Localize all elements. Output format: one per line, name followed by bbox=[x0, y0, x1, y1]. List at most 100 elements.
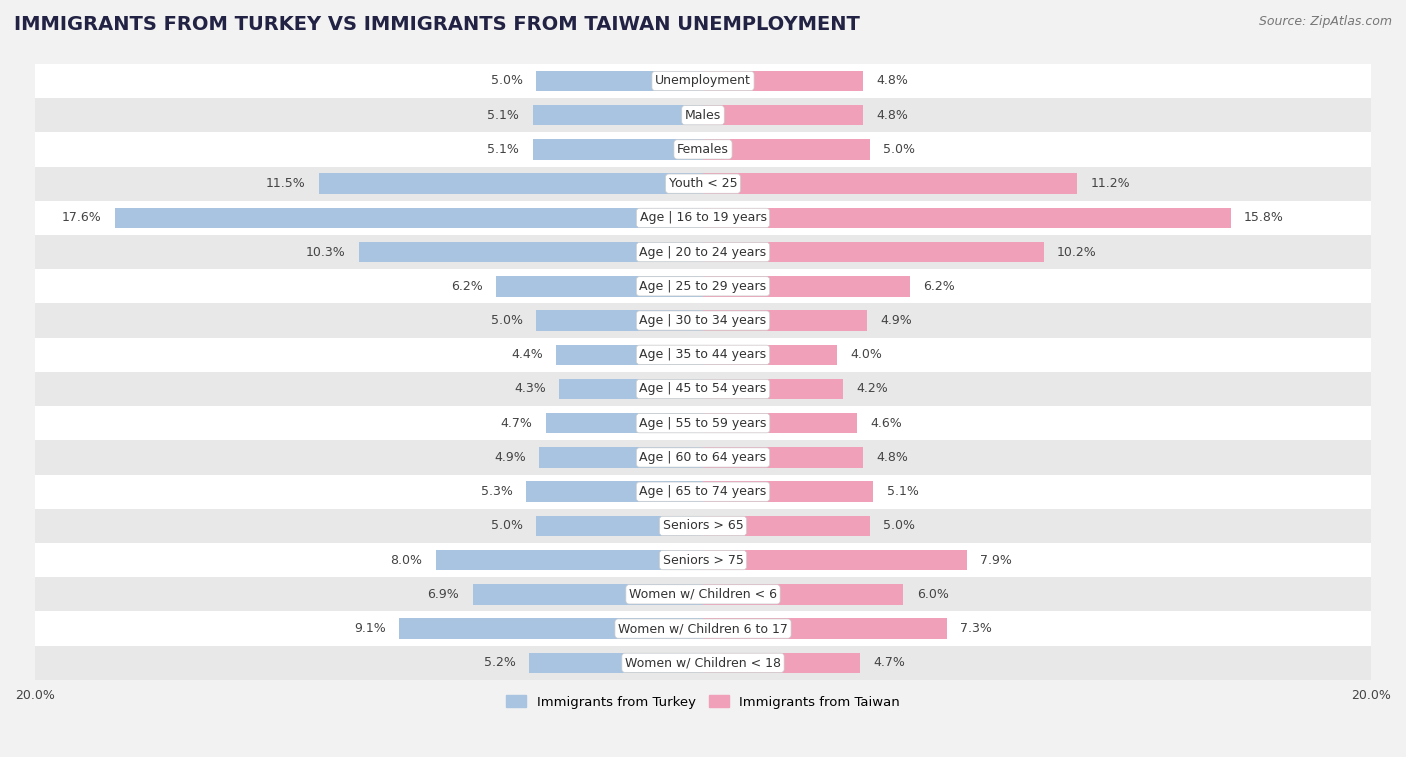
Text: 4.7%: 4.7% bbox=[501, 416, 533, 430]
Bar bbox=[536, 310, 703, 331]
Text: 4.7%: 4.7% bbox=[873, 656, 905, 669]
Bar bbox=[536, 516, 703, 536]
Text: Source: ZipAtlas.com: Source: ZipAtlas.com bbox=[1258, 15, 1392, 28]
Bar bbox=[496, 276, 703, 297]
Bar bbox=[35, 269, 1371, 304]
Text: Females: Females bbox=[678, 143, 728, 156]
Text: 4.2%: 4.2% bbox=[856, 382, 889, 395]
Text: Age | 16 to 19 years: Age | 16 to 19 years bbox=[640, 211, 766, 224]
Text: Unemployment: Unemployment bbox=[655, 74, 751, 88]
Bar bbox=[35, 372, 1371, 406]
Text: 5.2%: 5.2% bbox=[484, 656, 516, 669]
Text: Seniors > 75: Seniors > 75 bbox=[662, 553, 744, 567]
Text: 5.0%: 5.0% bbox=[883, 519, 915, 532]
Bar bbox=[703, 378, 844, 399]
Text: 5.3%: 5.3% bbox=[481, 485, 513, 498]
Bar bbox=[399, 618, 703, 639]
Bar bbox=[703, 276, 910, 297]
Text: 8.0%: 8.0% bbox=[391, 553, 422, 567]
Text: IMMIGRANTS FROM TURKEY VS IMMIGRANTS FROM TAIWAN UNEMPLOYMENT: IMMIGRANTS FROM TURKEY VS IMMIGRANTS FRO… bbox=[14, 15, 860, 34]
Text: Age | 35 to 44 years: Age | 35 to 44 years bbox=[640, 348, 766, 361]
Text: 4.4%: 4.4% bbox=[510, 348, 543, 361]
Bar bbox=[436, 550, 703, 570]
Bar bbox=[35, 235, 1371, 269]
Text: 4.8%: 4.8% bbox=[877, 74, 908, 88]
Text: Seniors > 65: Seniors > 65 bbox=[662, 519, 744, 532]
Bar bbox=[555, 344, 703, 365]
Text: Age | 45 to 54 years: Age | 45 to 54 years bbox=[640, 382, 766, 395]
Text: Males: Males bbox=[685, 109, 721, 122]
Bar bbox=[546, 413, 703, 434]
Bar bbox=[115, 207, 703, 228]
Bar bbox=[35, 509, 1371, 543]
Bar bbox=[35, 543, 1371, 578]
Bar bbox=[703, 447, 863, 468]
Text: 11.2%: 11.2% bbox=[1091, 177, 1130, 190]
Bar bbox=[35, 304, 1371, 338]
Text: 11.5%: 11.5% bbox=[266, 177, 305, 190]
Bar bbox=[703, 139, 870, 160]
Text: Age | 25 to 29 years: Age | 25 to 29 years bbox=[640, 280, 766, 293]
Text: 9.1%: 9.1% bbox=[354, 622, 385, 635]
Bar bbox=[35, 64, 1371, 98]
Text: 10.3%: 10.3% bbox=[307, 245, 346, 259]
Text: 5.1%: 5.1% bbox=[488, 109, 519, 122]
Bar bbox=[526, 481, 703, 502]
Text: Youth < 25: Youth < 25 bbox=[669, 177, 737, 190]
Text: 4.6%: 4.6% bbox=[870, 416, 901, 430]
Legend: Immigrants from Turkey, Immigrants from Taiwan: Immigrants from Turkey, Immigrants from … bbox=[501, 690, 905, 714]
Bar bbox=[319, 173, 703, 194]
Bar bbox=[35, 475, 1371, 509]
Text: 17.6%: 17.6% bbox=[62, 211, 101, 224]
Text: 5.1%: 5.1% bbox=[488, 143, 519, 156]
Bar bbox=[703, 241, 1043, 263]
Bar bbox=[35, 578, 1371, 612]
Text: Age | 60 to 64 years: Age | 60 to 64 years bbox=[640, 451, 766, 464]
Bar bbox=[35, 201, 1371, 235]
Bar bbox=[35, 406, 1371, 441]
Text: Women w/ Children 6 to 17: Women w/ Children 6 to 17 bbox=[619, 622, 787, 635]
Text: 15.8%: 15.8% bbox=[1244, 211, 1284, 224]
Text: 4.8%: 4.8% bbox=[877, 109, 908, 122]
Text: 10.2%: 10.2% bbox=[1057, 245, 1097, 259]
Bar bbox=[703, 173, 1077, 194]
Bar bbox=[703, 516, 870, 536]
Bar bbox=[703, 413, 856, 434]
Bar bbox=[703, 207, 1230, 228]
Bar bbox=[359, 241, 703, 263]
Text: 5.0%: 5.0% bbox=[491, 314, 523, 327]
Text: Age | 65 to 74 years: Age | 65 to 74 years bbox=[640, 485, 766, 498]
Bar bbox=[703, 481, 873, 502]
Bar bbox=[35, 338, 1371, 372]
Text: 5.0%: 5.0% bbox=[491, 519, 523, 532]
Bar bbox=[35, 132, 1371, 167]
Text: 4.9%: 4.9% bbox=[495, 451, 526, 464]
Bar bbox=[703, 310, 866, 331]
Bar bbox=[703, 344, 837, 365]
Bar bbox=[35, 167, 1371, 201]
Bar bbox=[540, 447, 703, 468]
Text: Women w/ Children < 6: Women w/ Children < 6 bbox=[628, 588, 778, 601]
Text: 4.9%: 4.9% bbox=[880, 314, 911, 327]
Bar bbox=[703, 70, 863, 92]
Text: 6.2%: 6.2% bbox=[451, 280, 482, 293]
Text: 5.0%: 5.0% bbox=[491, 74, 523, 88]
Bar bbox=[472, 584, 703, 605]
Text: 7.3%: 7.3% bbox=[960, 622, 993, 635]
Text: 6.9%: 6.9% bbox=[427, 588, 460, 601]
Bar bbox=[533, 105, 703, 126]
Text: 4.8%: 4.8% bbox=[877, 451, 908, 464]
Bar bbox=[703, 105, 863, 126]
Text: Age | 30 to 34 years: Age | 30 to 34 years bbox=[640, 314, 766, 327]
Text: 5.0%: 5.0% bbox=[883, 143, 915, 156]
Text: 4.0%: 4.0% bbox=[851, 348, 882, 361]
Bar bbox=[35, 612, 1371, 646]
Bar bbox=[703, 584, 904, 605]
Text: Age | 20 to 24 years: Age | 20 to 24 years bbox=[640, 245, 766, 259]
Bar bbox=[533, 139, 703, 160]
Text: Women w/ Children < 18: Women w/ Children < 18 bbox=[626, 656, 780, 669]
Bar bbox=[703, 618, 946, 639]
Bar bbox=[703, 653, 860, 673]
Bar bbox=[560, 378, 703, 399]
Text: 5.1%: 5.1% bbox=[887, 485, 918, 498]
